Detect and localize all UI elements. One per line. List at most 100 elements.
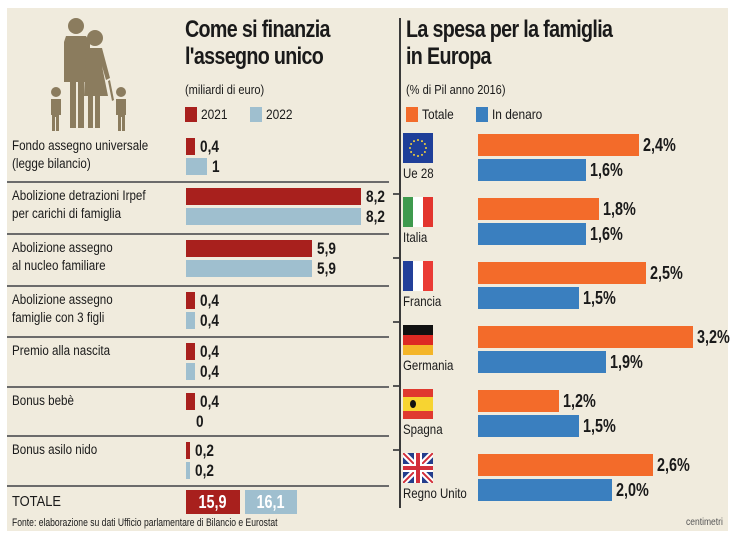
left-row-label: Abolizione assegno famiglie con 3 figli bbox=[12, 291, 113, 327]
bar-2022 bbox=[186, 260, 312, 277]
value-label-2022: 0 bbox=[196, 412, 204, 431]
left-row: Bonus bebè bbox=[7, 388, 389, 437]
bar-2022 bbox=[186, 312, 195, 329]
country-label: Ue 28 bbox=[403, 165, 434, 181]
country-label: Regno Unito bbox=[403, 485, 467, 501]
bar-2021 bbox=[186, 138, 195, 155]
value-label-2021: 0,4 bbox=[199, 291, 219, 310]
germany-flag-icon bbox=[403, 325, 433, 355]
left-row: Abolizione assegno famiglie con 3 figli bbox=[7, 287, 389, 338]
left-row-label: Fondo assegno universale (legge bilancio) bbox=[12, 137, 148, 173]
eu-flag-icon bbox=[403, 133, 433, 163]
value-label-2021: 0,2 bbox=[195, 441, 215, 460]
right-title-line2: in Europa bbox=[406, 43, 492, 70]
bar-2021 bbox=[186, 343, 195, 360]
value-label-totale: 2,6% bbox=[656, 455, 690, 475]
bar-totale bbox=[478, 262, 646, 284]
total-2021-box: 15,9 bbox=[186, 490, 240, 514]
legend-swatch-2022 bbox=[250, 106, 262, 122]
left-row: Fondo assegno universale (legge bilancio) bbox=[7, 133, 389, 183]
value-label-2022: 8,2 bbox=[366, 207, 385, 226]
left-title-line1: Come si finanzia bbox=[185, 16, 330, 43]
value-label-in-denaro: 1,5% bbox=[582, 288, 616, 308]
value-label-2021: 0,4 bbox=[199, 392, 219, 411]
total-2022-value: 16,1 bbox=[256, 492, 286, 512]
left-row-label-line: Abolizione assegno bbox=[12, 292, 113, 307]
left-row: Abolizione assegno al nucleo familiare bbox=[7, 235, 389, 287]
left-row-label-line: al nucleo familiare bbox=[12, 258, 106, 273]
left-row-label-line: famiglie con 3 figli bbox=[12, 310, 105, 325]
bar-2022 bbox=[186, 208, 361, 225]
total-label: TOTALE bbox=[12, 493, 61, 510]
value-label-totale: 1,8% bbox=[602, 199, 636, 219]
left-row-label-line: Bonus asilo nido bbox=[12, 442, 98, 457]
bar-totale bbox=[478, 390, 559, 412]
row-tick bbox=[393, 193, 399, 195]
legend-label-2021: 2021 bbox=[201, 106, 228, 122]
row-separator bbox=[7, 181, 389, 183]
bar-in-denaro bbox=[478, 223, 586, 245]
bar-totale bbox=[478, 198, 599, 220]
bar-totale bbox=[478, 326, 693, 348]
bar-totale bbox=[478, 134, 640, 156]
country-label: Francia bbox=[403, 293, 442, 309]
left-row: Premio alla nascita bbox=[7, 338, 389, 388]
row-tick bbox=[393, 257, 399, 259]
row-tick bbox=[393, 449, 399, 451]
bar-2022 bbox=[186, 158, 208, 175]
value-label-in-denaro: 1,6% bbox=[589, 160, 623, 180]
value-label-2022: 0,4 bbox=[199, 311, 219, 330]
left-row-label: Premio alla nascita bbox=[12, 342, 110, 360]
row-tick bbox=[393, 385, 399, 387]
value-label-2021: 0,4 bbox=[199, 137, 219, 156]
value-label-2022: 0,4 bbox=[199, 362, 219, 381]
bar-2021 bbox=[186, 188, 361, 205]
bar-2021 bbox=[186, 240, 312, 257]
value-label-totale: 2,4% bbox=[643, 135, 677, 155]
value-label-in-denaro: 1,6% bbox=[589, 224, 623, 244]
right-title-line1: La spesa per la famiglia bbox=[406, 16, 613, 43]
right-subtitle: (% di Pil anno 2016) bbox=[406, 82, 506, 97]
signature: centimetri bbox=[686, 517, 723, 528]
left-row-label-line: (legge bilancio) bbox=[12, 156, 91, 171]
value-label-totale: 2,5% bbox=[649, 263, 683, 283]
bar-2021 bbox=[186, 442, 191, 459]
left-row-label: Abolizione detrazioni Irpef per carichi d… bbox=[12, 187, 146, 223]
value-label-2021: 0,4 bbox=[199, 342, 219, 361]
left-row-label-line: Premio alla nascita bbox=[12, 343, 111, 358]
bar-in-denaro bbox=[478, 351, 606, 373]
legend-item-in-denaro: In denaro bbox=[476, 106, 551, 122]
row-separator bbox=[7, 285, 389, 287]
legend-item-totale: Totale bbox=[406, 106, 459, 122]
value-label-2021: 8,2 bbox=[366, 187, 385, 206]
legend-label-totale: Totale bbox=[422, 106, 454, 122]
legend-swatch-2021 bbox=[185, 106, 197, 122]
value-label-2021: 5,9 bbox=[316, 239, 336, 258]
panel-divider bbox=[399, 18, 401, 508]
bar-in-denaro bbox=[478, 479, 613, 501]
bar-in-denaro bbox=[478, 287, 579, 309]
row-separator bbox=[7, 336, 389, 338]
bar-totale bbox=[478, 454, 653, 476]
row-separator bbox=[7, 233, 389, 235]
value-label-2022: 5,9 bbox=[316, 259, 336, 278]
total-2022-box: 16,1 bbox=[245, 490, 297, 514]
value-label-totale: 1,2% bbox=[562, 391, 596, 411]
left-row-label-line: per carichi di famiglia bbox=[12, 206, 122, 221]
france-flag-icon bbox=[403, 261, 433, 291]
legend-label-2022: 2022 bbox=[266, 106, 293, 122]
value-label-2022: 0,2 bbox=[195, 461, 215, 480]
italy-flag-icon bbox=[403, 197, 433, 227]
bar-2022 bbox=[186, 363, 195, 380]
left-row-label-line: Abolizione assegno bbox=[12, 240, 113, 255]
value-label-in-denaro: 1,5% bbox=[582, 416, 616, 436]
country-label: Spagna bbox=[403, 421, 443, 437]
value-label-totale: 3,2% bbox=[697, 327, 730, 347]
row-separator bbox=[7, 386, 389, 388]
left-row: Bonus asilo nido bbox=[7, 437, 389, 487]
value-label-in-denaro: 1,9% bbox=[609, 352, 643, 372]
bar-2021 bbox=[186, 393, 195, 410]
country-label: Italia bbox=[403, 229, 428, 245]
source-note: Fonte: elaborazione su dati Ufficio parl… bbox=[12, 517, 278, 529]
row-tick bbox=[393, 321, 399, 323]
